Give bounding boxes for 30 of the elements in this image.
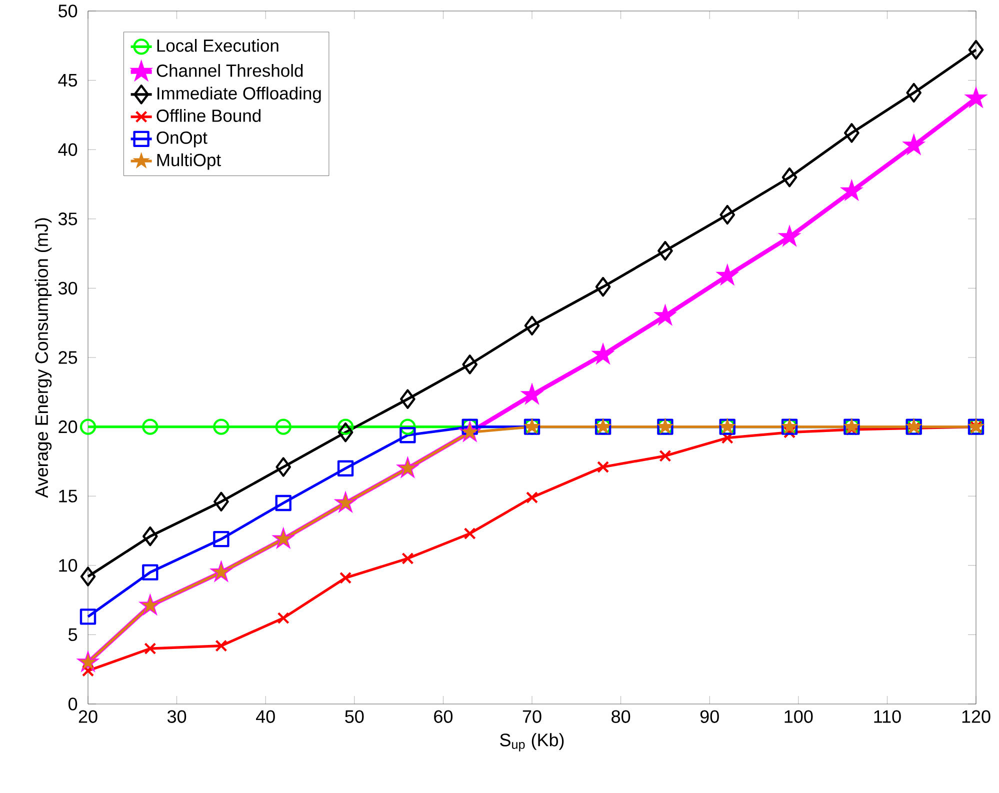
y-tick-label: 30 <box>58 282 78 295</box>
x-tick-label: 70 <box>522 710 542 723</box>
x-tick-label: 100 <box>784 710 813 723</box>
x-tick-label: 20 <box>78 710 98 723</box>
x-tick-label: 50 <box>345 710 364 723</box>
x-tick-label: 110 <box>874 710 901 723</box>
y-tick-label: 25 <box>58 351 78 364</box>
legend-label: Immediate Offloading <box>158 86 321 104</box>
legend-label: MultiOpt <box>157 153 221 170</box>
x-tick-label: 60 <box>434 710 453 723</box>
legend-label: Local Execution <box>157 38 278 52</box>
y-tick-label: 15 <box>59 490 78 502</box>
y-tick-label: 40 <box>58 143 78 156</box>
legend-label: Offline Bound <box>156 109 260 122</box>
y-tick-label: 5 <box>68 628 78 641</box>
y-tick-label: 35 <box>58 212 78 226</box>
y-axis-title: Average Energy Consumption (mJ) <box>34 218 52 498</box>
x-tick-label: 80 <box>612 710 630 723</box>
legend-label: OnOpt <box>156 131 208 148</box>
y-tick-label: 50 <box>58 4 78 18</box>
x-tick-label: 120 <box>962 710 990 723</box>
x-tick-label: 30 <box>167 710 186 723</box>
y-tick-label: 45 <box>58 74 78 87</box>
x-tick-label: 90 <box>700 710 719 723</box>
x-tick-label: 40 <box>256 710 275 723</box>
y-tick-label: 20 <box>58 420 78 434</box>
y-tick-label: 0 <box>68 698 78 710</box>
legend-label: Channel Threshold <box>156 64 303 77</box>
y-tick-label: 10 <box>59 559 78 572</box>
x-axis-title: S$_{up}$ (Kb) <box>500 733 564 752</box>
